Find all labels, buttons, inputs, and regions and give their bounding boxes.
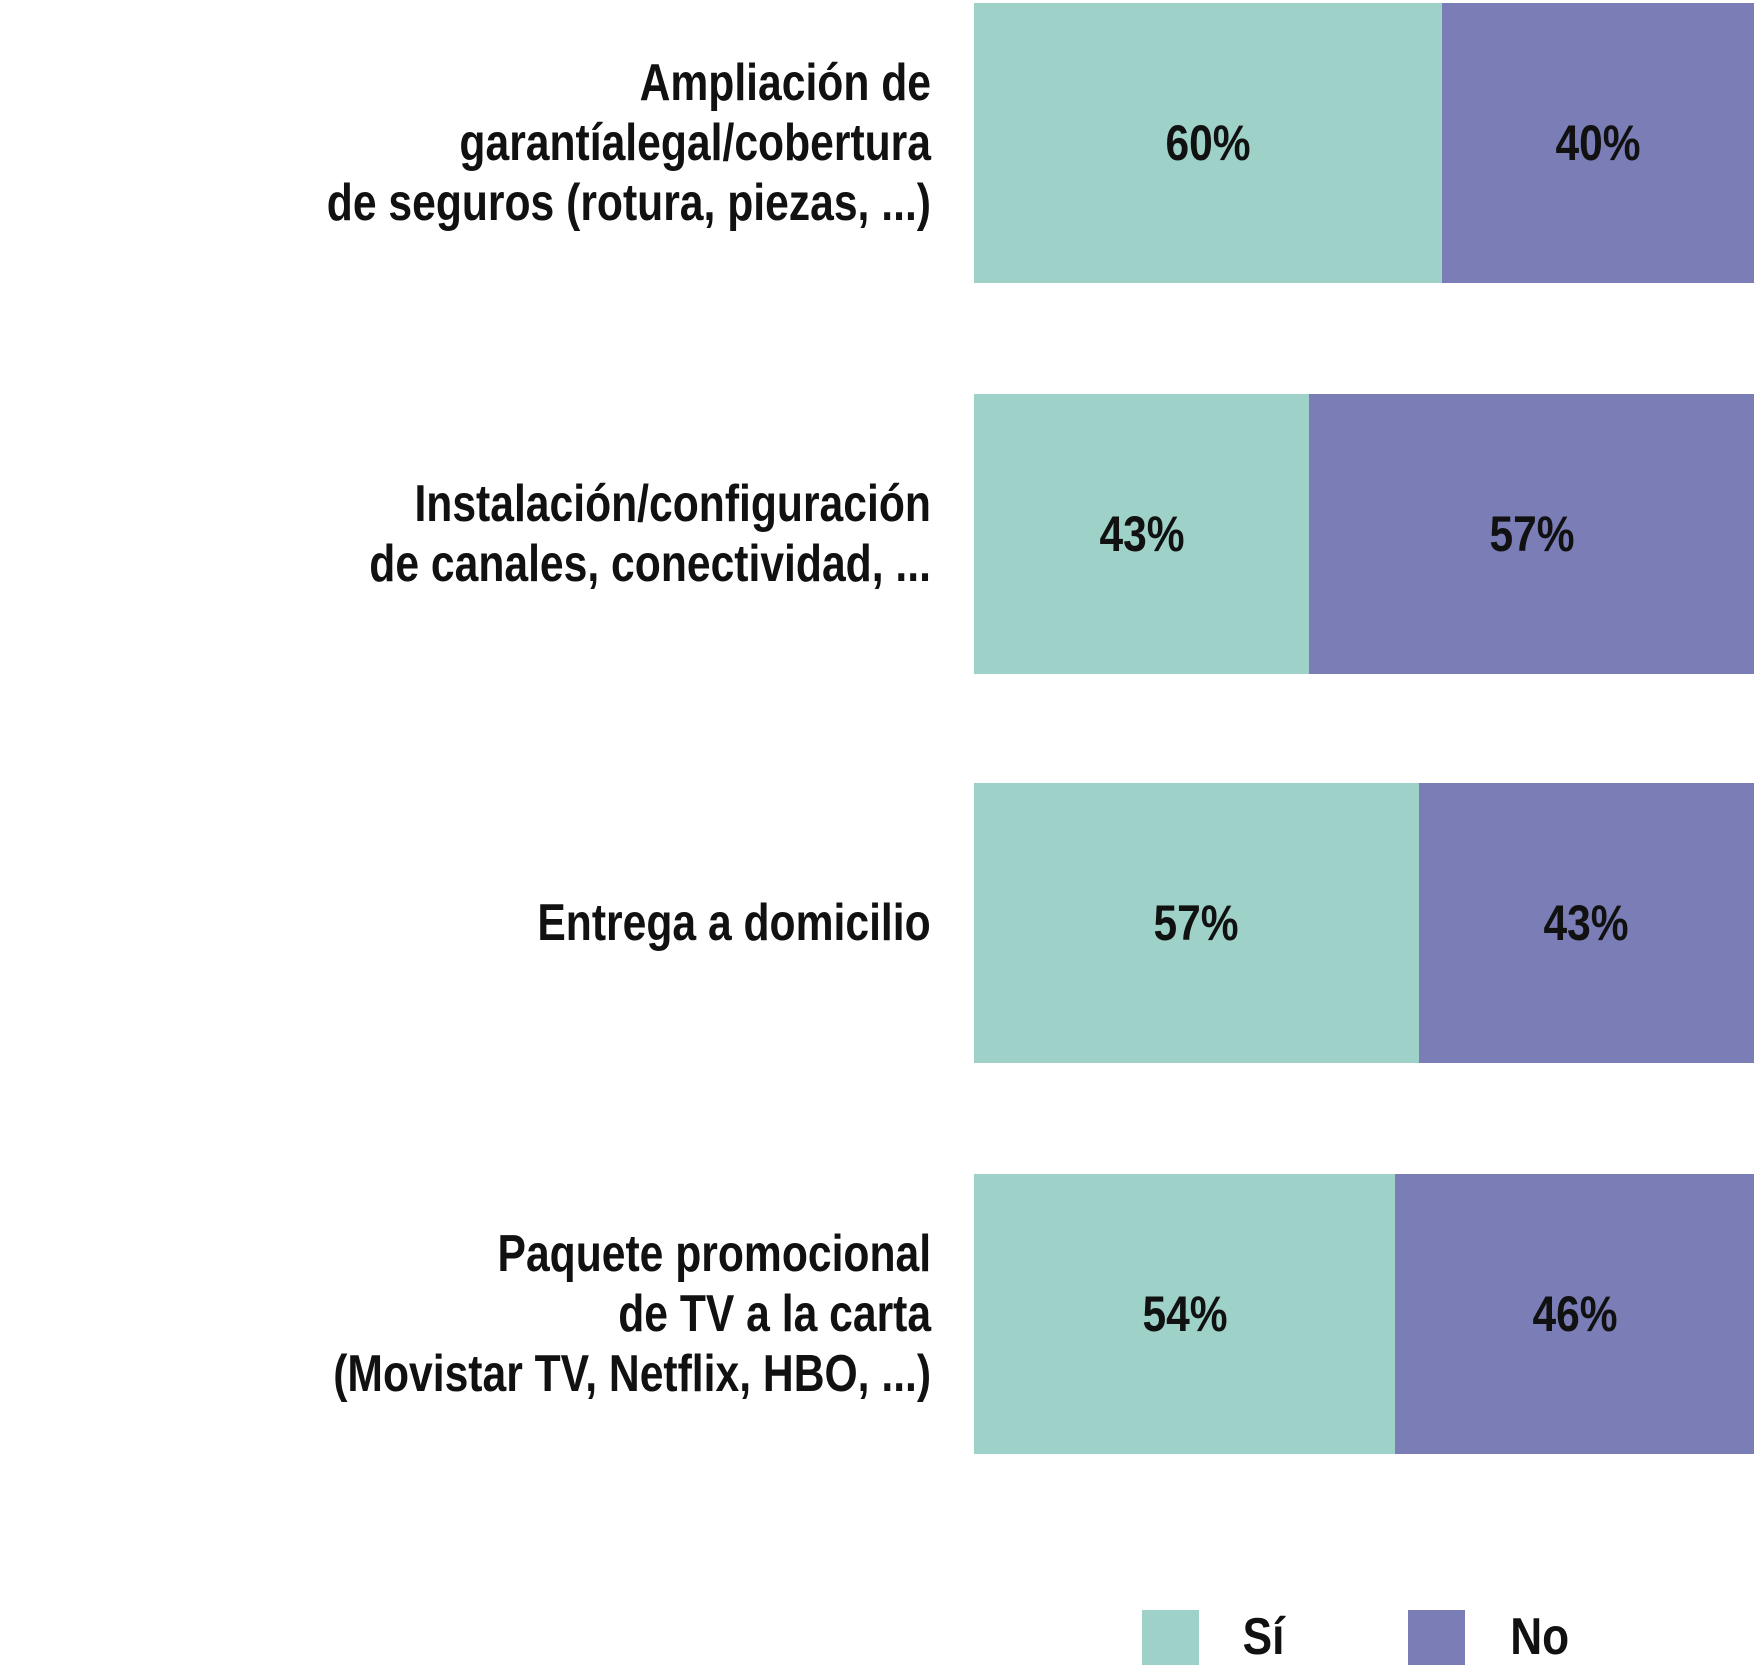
category-label: Ampliación de garantíalegal/cobertura de… bbox=[0, 3, 931, 283]
bar-segment-si: 43% bbox=[974, 394, 1310, 674]
stacked-bar: 60% 40% bbox=[974, 3, 1754, 283]
category-label-text: Ampliación de garantíalegal/cobertura de… bbox=[326, 54, 931, 232]
bar-segment-no: 57% bbox=[1309, 394, 1754, 674]
legend-label-no: No bbox=[1510, 1608, 1570, 1666]
bar-segment-no: 46% bbox=[1395, 1174, 1754, 1454]
category-label: Paquete promocional de TV a la carta (Mo… bbox=[202, 1174, 931, 1454]
category-label-text: Instalación/configuración de canales, co… bbox=[369, 475, 931, 593]
bar-row: Ampliación de garantíalegal/cobertura de… bbox=[0, 3, 1760, 283]
bar-segment-si: 60% bbox=[974, 3, 1442, 283]
bar-row: Paquete promocional de TV a la carta (Mo… bbox=[0, 1174, 1760, 1454]
data-label: 57% bbox=[1153, 895, 1239, 951]
category-label: Instalación/configuración de canales, co… bbox=[246, 394, 931, 674]
bar-row: Instalación/configuración de canales, co… bbox=[0, 394, 1760, 674]
data-label: 43% bbox=[1099, 506, 1185, 562]
bar-segment-no: 43% bbox=[1418, 783, 1754, 1063]
bar-row: Entrega a domicilio 57% 43% bbox=[0, 783, 1760, 1063]
bar-segment-si: 57% bbox=[974, 783, 1419, 1063]
bar-segment-si: 54% bbox=[974, 1174, 1396, 1454]
stacked-bar: 43% 57% bbox=[974, 394, 1754, 674]
data-label: 54% bbox=[1142, 1286, 1228, 1342]
legend-label-si: Sí bbox=[1242, 1608, 1285, 1666]
legend-swatch-no bbox=[1408, 1609, 1466, 1665]
category-label-text: Paquete promocional de TV a la carta (Mo… bbox=[333, 1225, 931, 1403]
category-label: Entrega a domicilio bbox=[451, 783, 931, 1063]
category-label-text: Entrega a domicilio bbox=[537, 894, 931, 952]
legend: Sí No bbox=[1142, 1607, 1694, 1667]
stacked-bar: 57% 43% bbox=[974, 783, 1754, 1063]
legend-swatch-si bbox=[1142, 1609, 1199, 1665]
bar-segment-no: 40% bbox=[1442, 3, 1754, 283]
data-label: 57% bbox=[1489, 506, 1575, 562]
stacked-bar: 54% 46% bbox=[974, 1174, 1754, 1454]
data-label: 60% bbox=[1165, 115, 1251, 171]
data-label: 43% bbox=[1543, 895, 1629, 951]
data-label: 46% bbox=[1532, 1286, 1618, 1342]
data-label: 40% bbox=[1555, 115, 1641, 171]
